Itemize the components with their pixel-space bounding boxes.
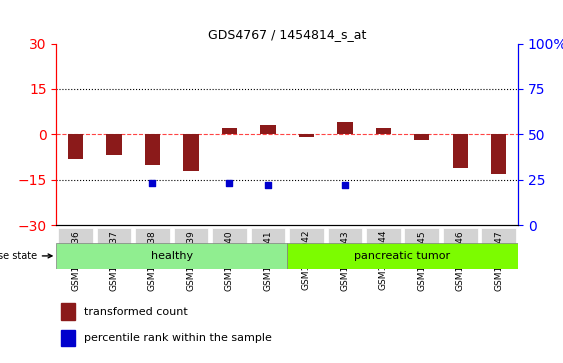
Bar [68,134,83,159]
Bar [298,134,314,137]
FancyBboxPatch shape [443,228,477,264]
Bar [106,134,122,155]
Point [417,257,426,262]
Bar [61,303,75,320]
Bar [145,134,160,164]
Bar [491,134,507,174]
Point [379,242,388,248]
Point [494,258,503,264]
Bar [414,134,430,140]
Point [225,180,234,186]
Title: GDS4767 / 1454814_s_at: GDS4767 / 1454814_s_at [208,28,367,41]
Bar [61,330,75,346]
FancyBboxPatch shape [366,228,401,264]
FancyBboxPatch shape [212,228,247,264]
Point [109,262,118,268]
Point [340,182,349,188]
Point [71,258,80,264]
Bar [260,125,275,134]
Text: transformed count: transformed count [84,307,187,317]
Point [186,258,195,264]
Text: disease state: disease state [0,251,52,261]
Bar [453,134,468,168]
Bar [337,122,352,134]
Bar [376,128,391,134]
Point [455,257,464,262]
FancyBboxPatch shape [328,228,362,264]
FancyBboxPatch shape [287,243,518,269]
Bar [222,128,237,134]
FancyBboxPatch shape [404,228,439,264]
Point [148,180,157,186]
FancyBboxPatch shape [58,228,93,264]
FancyBboxPatch shape [56,243,287,269]
Text: pancreatic tumor: pancreatic tumor [355,251,450,261]
FancyBboxPatch shape [251,228,285,264]
Point [263,182,272,188]
Point [302,242,311,248]
Bar [183,134,199,171]
Text: healthy: healthy [151,251,193,261]
FancyBboxPatch shape [481,228,516,264]
FancyBboxPatch shape [289,228,324,264]
Text: percentile rank within the sample: percentile rank within the sample [84,333,272,343]
FancyBboxPatch shape [173,228,208,264]
FancyBboxPatch shape [135,228,170,264]
FancyBboxPatch shape [97,228,131,264]
